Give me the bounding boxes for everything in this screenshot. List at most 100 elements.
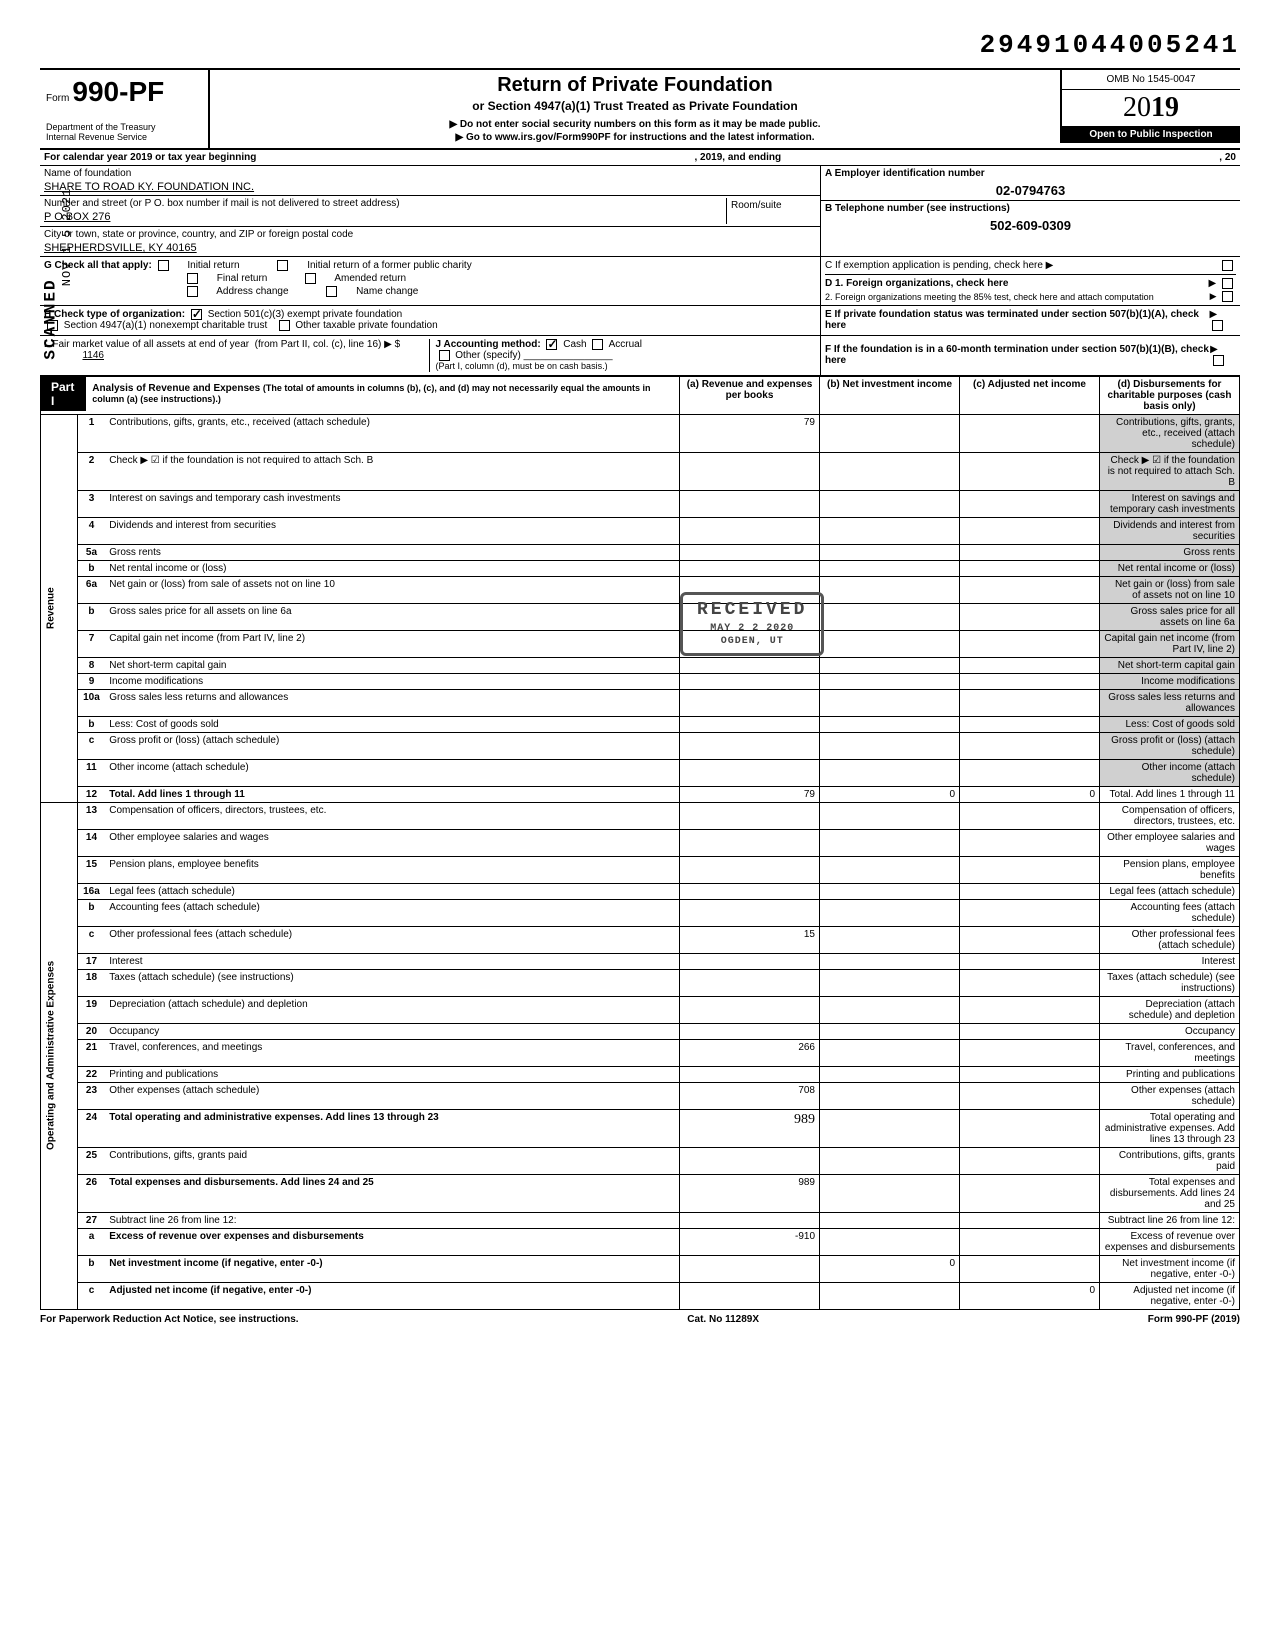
line-number: 1	[77, 414, 105, 452]
table-row: 22Printing and publicationsPrinting and …	[41, 1066, 1240, 1082]
cell-c: 0	[960, 1282, 1100, 1309]
checkbox-accrual[interactable]	[592, 339, 603, 350]
cell-c	[960, 759, 1100, 786]
line-number: 14	[77, 829, 105, 856]
cell-c	[960, 689, 1100, 716]
cell-b	[820, 576, 960, 603]
cell-a	[680, 657, 820, 673]
checkbox-60month[interactable]	[1213, 355, 1224, 366]
line-number: c	[77, 926, 105, 953]
cell-d: Pension plans, employee benefits	[1100, 856, 1240, 883]
checkbox-501c3[interactable]	[191, 309, 202, 320]
form-note-1: ▶ Do not enter social security numbers o…	[218, 119, 1052, 130]
cell-c	[960, 544, 1100, 560]
cell-b	[820, 673, 960, 689]
address-value: P O BOX 276	[44, 211, 110, 223]
line-number: 13	[77, 802, 105, 829]
line-description: Total operating and administrative expen…	[105, 1109, 679, 1147]
cell-b	[820, 630, 960, 657]
table-row: 26Total expenses and disbursements. Add …	[41, 1174, 1240, 1212]
form-prefix: Form	[46, 93, 69, 104]
omb-number: OMB No 1545-0047	[1062, 70, 1240, 90]
checkbox-85pct-test[interactable]	[1222, 291, 1233, 302]
line-description: Net investment income (if negative, ente…	[105, 1255, 679, 1282]
table-row: 17InterestInterest	[41, 953, 1240, 969]
cell-a	[680, 544, 820, 560]
cell-a: 15	[680, 926, 820, 953]
line-description: Travel, conferences, and meetings	[105, 1039, 679, 1066]
checkbox-4947a1[interactable]	[47, 320, 58, 331]
checkbox-cash[interactable]	[546, 339, 557, 350]
cell-d: Taxes (attach schedule) (see instruction…	[1100, 969, 1240, 996]
cell-c	[960, 1255, 1100, 1282]
cell-d: Excess of revenue over expenses and disb…	[1100, 1228, 1240, 1255]
line-description: Total expenses and disbursements. Add li…	[105, 1174, 679, 1212]
cell-c	[960, 1109, 1100, 1147]
part1-label: Part I	[41, 377, 86, 411]
checkbox-initial-return[interactable]	[158, 260, 169, 271]
table-row: 27Subtract line 26 from line 12:Subtract…	[41, 1212, 1240, 1228]
identity-block: Name of foundation SHARE TO ROAD KY. FOU…	[40, 166, 1240, 257]
cell-a	[680, 883, 820, 899]
cell-b	[820, 1039, 960, 1066]
cell-c	[960, 1212, 1100, 1228]
footer-right: Form 990-PF (2019)	[1148, 1314, 1240, 1325]
line-number: 25	[77, 1147, 105, 1174]
cell-d: Net gain or (loss) from sale of assets n…	[1100, 576, 1240, 603]
cell-a	[680, 829, 820, 856]
ein-value: 02-0794763	[825, 183, 1236, 198]
table-row: 5aGross rentsGross rents	[41, 544, 1240, 560]
checkbox-address-change[interactable]	[187, 286, 198, 297]
phone-label: B Telephone number (see instructions)	[825, 203, 1236, 214]
checkbox-amended[interactable]	[305, 273, 316, 284]
line-description: Pension plans, employee benefits	[105, 856, 679, 883]
line-number: 9	[77, 673, 105, 689]
line-description: Interest on savings and temporary cash i…	[105, 490, 679, 517]
line-number: 18	[77, 969, 105, 996]
form-number: 990-PF	[72, 76, 164, 107]
line-number: 16a	[77, 883, 105, 899]
cell-b	[820, 926, 960, 953]
foundation-name: SHARE TO ROAD KY. FOUNDATION INC.	[44, 181, 254, 193]
table-row: 6aNet gain or (loss) from sale of assets…	[41, 576, 1240, 603]
cell-a	[680, 899, 820, 926]
cell-b	[820, 414, 960, 452]
table-row: bGross sales price for all assets on lin…	[41, 603, 1240, 630]
revenue-side-label: Revenue	[41, 414, 78, 802]
line-number: 26	[77, 1174, 105, 1212]
checkbox-foreign-org[interactable]	[1222, 278, 1233, 289]
line-description: Interest	[105, 953, 679, 969]
table-row: cOther professional fees (attach schedul…	[41, 926, 1240, 953]
checkbox-name-change[interactable]	[326, 286, 337, 297]
table-row: 24Total operating and administrative exp…	[41, 1109, 1240, 1147]
tax-year: 2019	[1062, 90, 1240, 126]
cell-a	[680, 996, 820, 1023]
dept-label: Department of the Treasury	[46, 122, 198, 132]
checkbox-other-method[interactable]	[439, 350, 450, 361]
cell-a	[680, 560, 820, 576]
cell-c	[960, 414, 1100, 452]
line-description: Other professional fees (attach schedule…	[105, 926, 679, 953]
line-description: Subtract line 26 from line 12:	[105, 1212, 679, 1228]
cell-a	[680, 673, 820, 689]
checkbox-status-terminated[interactable]	[1212, 320, 1223, 331]
checkbox-final-return[interactable]	[187, 273, 198, 284]
line-description: Printing and publications	[105, 1066, 679, 1082]
checkbox-other-taxable[interactable]	[279, 320, 290, 331]
line-description: Less: Cost of goods sold	[105, 716, 679, 732]
cell-a	[680, 1282, 820, 1309]
line-description: Legal fees (attach schedule)	[105, 883, 679, 899]
cell-b	[820, 759, 960, 786]
line-number: 23	[77, 1082, 105, 1109]
table-row: 23Other expenses (attach schedule)708Oth…	[41, 1082, 1240, 1109]
cell-d: Other expenses (attach schedule)	[1100, 1082, 1240, 1109]
checkbox-former-public[interactable]	[277, 260, 288, 271]
line-number: 27	[77, 1212, 105, 1228]
line-description: Contributions, gifts, grants, etc., rece…	[105, 414, 679, 452]
col-c-header: (c) Adjusted net income	[960, 376, 1100, 414]
cell-c	[960, 1039, 1100, 1066]
line-description: Adjusted net income (if negative, enter …	[105, 1282, 679, 1309]
cell-b	[820, 1109, 960, 1147]
line-description: Gross sales price for all assets on line…	[105, 603, 679, 630]
checkbox-exemption-pending[interactable]	[1222, 260, 1233, 271]
